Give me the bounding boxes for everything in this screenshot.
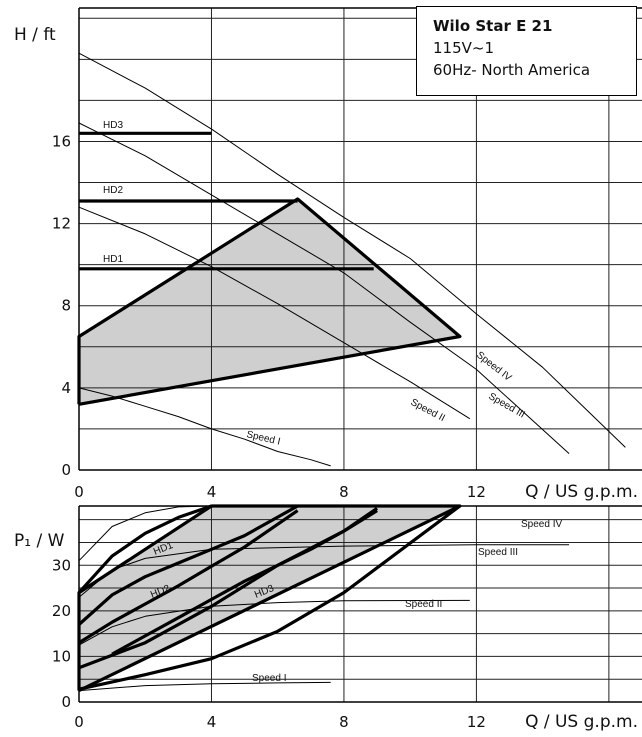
power-series-hd1-upper bbox=[77, 504, 213, 594]
head-label-hd1: HD1 bbox=[103, 254, 123, 265]
power-label-speed-4: Speed IV bbox=[521, 519, 562, 530]
power-series-speed-i bbox=[78, 681, 331, 692]
power-y-tick-label: 10 bbox=[52, 647, 71, 665]
head-series-speed-ii bbox=[78, 206, 471, 420]
head-x-tick-label: 12 bbox=[467, 483, 486, 501]
head-label-hd3: HD3 bbox=[103, 120, 123, 131]
head-series-speed-iv bbox=[78, 52, 626, 448]
power-y-tick-label: 20 bbox=[52, 602, 71, 620]
head-y-tick-label: 16 bbox=[52, 132, 71, 150]
head-x-axis-label: Q / US g.p.m. bbox=[525, 482, 638, 502]
power-series-hd2-upper bbox=[77, 504, 299, 626]
chart-subtitle-frequency: 60Hz- North America bbox=[433, 61, 591, 79]
power-series-hd1 bbox=[78, 509, 299, 645]
power-series-hd3 bbox=[78, 504, 461, 691]
power-x-tick-label: 8 bbox=[339, 713, 349, 731]
head-y-tick-label: 4 bbox=[61, 379, 71, 397]
power-y-tick-label: 0 bbox=[61, 693, 71, 711]
chart-legend-box: Wilo Star E 21 115V~1 60Hz- North Americ… bbox=[416, 6, 637, 96]
power-y-axis-label: P₁ / W bbox=[14, 531, 65, 551]
head-label-hd2: HD2 bbox=[103, 185, 123, 196]
head-x-tick-label: 8 bbox=[339, 483, 349, 501]
head-x-tick-label: 4 bbox=[207, 483, 217, 501]
head-label-speed-3: Speed III bbox=[487, 391, 527, 421]
head-y-tick-label: 0 bbox=[61, 461, 71, 479]
chart-subtitle-voltage: 115V~1 bbox=[433, 39, 495, 57]
head-label-speed-4: Speed IV bbox=[474, 350, 513, 384]
power-x-tick-label: 0 bbox=[74, 713, 84, 731]
chart-title: Wilo Star E 21 bbox=[433, 17, 553, 35]
power-x-axis-label: Q / US g.p.m. bbox=[525, 712, 638, 732]
head-y-axis-label: H / ft bbox=[14, 25, 56, 45]
power-series-hd3-upper bbox=[111, 506, 379, 656]
power-x-tick-label: 4 bbox=[207, 713, 217, 731]
head-x-tick-label: 0 bbox=[74, 483, 84, 501]
head-y-tick-label: 12 bbox=[52, 215, 71, 233]
power-x-tick-label: 12 bbox=[467, 713, 486, 731]
power-label-speed-3: Speed III bbox=[478, 547, 518, 558]
head-label-speed-1: Speed I bbox=[245, 429, 281, 447]
head-series-speed-iii bbox=[78, 122, 570, 454]
head-y-tick-label: 8 bbox=[61, 297, 71, 315]
head-series-speed-i bbox=[78, 387, 331, 467]
power-label-speed-1: Speed I bbox=[252, 673, 286, 684]
power-label-speed-2: Speed II bbox=[405, 599, 442, 610]
power-y-tick-label: 30 bbox=[52, 556, 71, 574]
